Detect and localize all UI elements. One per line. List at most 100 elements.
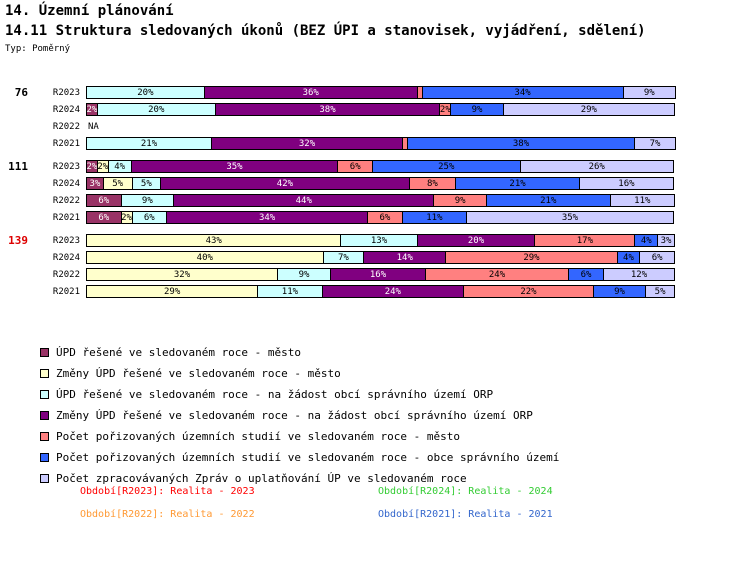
- bar-segment: 21%: [455, 177, 580, 190]
- bar-row: R2022 NA: [0, 120, 750, 133]
- legend-label: Počet pořizovaných územních studií ve sl…: [56, 430, 460, 443]
- stacked-bar: 6% 9% 44% 9% 21% 11%: [86, 194, 680, 207]
- bar-segment: 6%: [568, 268, 604, 281]
- bar-segment: 20%: [96, 103, 216, 116]
- legend-swatch: [40, 432, 49, 441]
- bar-segment: 4%: [107, 160, 132, 173]
- bar-group: 139 R2023 43% 13% 20% 17% 4% 3% R2024 40% 7% 14% 29%…: [0, 234, 750, 298]
- legend-label: Změny ÚPD řešené ve sledovaném roce - mě…: [56, 367, 341, 380]
- page-title: 14. Územní plánování: [5, 3, 174, 19]
- year-label: R2022: [52, 195, 80, 206]
- bar-row: 111 R2023 2% 2% 4% 35% 6% 25% 26%: [0, 160, 750, 173]
- stacked-bar: 32% 9% 16% 24% 6% 12%: [86, 268, 680, 281]
- group-count-label: 76: [14, 86, 28, 99]
- bar-row: R2022 6% 9% 44% 9% 21% 11%: [0, 194, 750, 207]
- bar-segment: 9%: [622, 86, 676, 99]
- bar-row: R2024 2% 20% 38% 2% 9% 29%: [0, 103, 750, 116]
- year-label: R2021: [52, 212, 80, 223]
- year-label: R2021: [52, 138, 80, 149]
- bar-segment: 16%: [578, 177, 674, 190]
- legend-item: Změny ÚPD řešené ve sledovaném roce - na…: [40, 405, 559, 426]
- bar-segment: 21%: [86, 137, 212, 150]
- bar-segment: 38%: [407, 137, 635, 150]
- year-label: R2023: [52, 235, 80, 246]
- bar-segment: 5%: [102, 177, 133, 190]
- bar-segment: 38%: [214, 103, 441, 116]
- bar-segment: 3%: [657, 234, 675, 247]
- stacked-bar: 3% 5% 5% 42% 8% 21% 16%: [86, 177, 680, 190]
- bar-segment: 21%: [485, 194, 611, 207]
- year-label: R2024: [52, 252, 80, 263]
- year-label: R2022: [52, 121, 80, 132]
- bar-segment: 43%: [86, 234, 342, 247]
- bar-row: R2021 6% 2% 6% 34% 6% 11% 35%: [0, 211, 750, 224]
- legend-item: ÚPD řešené ve sledovaném roce - na žádos…: [40, 384, 559, 405]
- bar-segment: 9%: [592, 285, 647, 298]
- period-row: Období[R2022]: Realita - 2022 Období[R202…: [0, 503, 750, 526]
- bar-segment: 4%: [616, 251, 641, 264]
- bar-segment: 34%: [421, 86, 624, 99]
- legend-label: ÚPD řešené ve sledovaném roce - město: [56, 346, 302, 359]
- bar-group: 76 R2023 20% 36% 34% 9% R2024 2% 20% 38% 2% 9% 29% R2…: [0, 86, 750, 150]
- stacked-bar: 2% 20% 38% 2% 9% 29%: [86, 103, 680, 116]
- bar-segment: 6%: [86, 211, 122, 224]
- bar-segment: 7%: [322, 251, 365, 264]
- period-legend: Období[R2023]: Realita - 2023 Období[R202…: [0, 480, 750, 526]
- legend-item: Počet pořizovaných územních studií ve sl…: [40, 447, 559, 468]
- stacked-bar-chart: 76 R2023 20% 36% 34% 9% R2024 2% 20% 38% 2% 9% 29% R2…: [0, 86, 750, 308]
- year-label: R2023: [52, 87, 80, 98]
- bar-segment: 24%: [425, 268, 569, 281]
- chart-type-label: Typ: Poměrný: [5, 44, 71, 54]
- bar-segment: 20%: [416, 234, 536, 247]
- bar-segment: 6%: [337, 160, 374, 173]
- bar-segment: 7%: [634, 137, 676, 150]
- bar-segment: 16%: [330, 268, 426, 281]
- year-label: R2022: [52, 269, 80, 280]
- bar-row: 76 R2023 20% 36% 34% 9%: [0, 86, 750, 99]
- bar-row: R2021 21% 32% 38% 7%: [0, 137, 750, 150]
- year-label: R2021: [52, 286, 80, 297]
- stacked-bar: 2% 2% 4% 35% 6% 25% 26%: [86, 160, 680, 173]
- bar-segment: 3%: [86, 177, 104, 190]
- page-subtitle: 14.11 Struktura sledovaných úkonů (BEZ Ú…: [5, 23, 646, 39]
- bar-segment: 9%: [120, 194, 175, 207]
- bar-segment: 20%: [86, 86, 205, 99]
- bar-row: R2024 3% 5% 5% 42% 8% 21% 16%: [0, 177, 750, 190]
- bar-segment: 11%: [401, 211, 468, 224]
- bar-segment: 5%: [645, 285, 675, 298]
- legend-label: ÚPD řešené ve sledovaném roce - na žádos…: [56, 388, 494, 401]
- legend-item: Počet pořizovaných územních studií ve sl…: [40, 426, 559, 447]
- bar-segment: 25%: [372, 160, 521, 173]
- bar-segment: 17%: [534, 234, 636, 247]
- period-label: Období[R2021]: Realita - 2021: [378, 509, 553, 520]
- bar-segment: 44%: [173, 194, 435, 207]
- bar-segment: 5%: [131, 177, 162, 190]
- bar-segment: 40%: [86, 251, 324, 264]
- legend-label: Počet pořizovaných územních studií ve sl…: [56, 451, 560, 464]
- year-label: R2023: [52, 161, 80, 172]
- period-label: Období[R2024]: Realita - 2024: [378, 486, 553, 497]
- stacked-bar: 21% 32% 38% 7%: [86, 137, 680, 150]
- bar-segment: 24%: [321, 285, 465, 298]
- bar-segment: 8%: [408, 177, 457, 190]
- bar-segment: 34%: [166, 211, 369, 224]
- legend-item: Počet zpracovávaných Zpráv o uplatňování…: [40, 468, 559, 489]
- bar-segment: 9%: [433, 194, 487, 207]
- year-label: R2024: [52, 178, 80, 189]
- bar-segment: 6%: [639, 251, 675, 264]
- bar-segment: 29%: [445, 251, 618, 264]
- bar-segment: 6%: [367, 211, 403, 224]
- bar-row: R2022 32% 9% 16% 24% 6% 12%: [0, 268, 750, 281]
- legend-swatch: [40, 411, 49, 420]
- legend-item: ÚPD řešené ve sledovaném roce - město: [40, 342, 559, 363]
- bar-segment: 9%: [450, 103, 504, 116]
- bar-segment: 4%: [634, 234, 659, 247]
- legend-swatch: [40, 390, 49, 399]
- stacked-bar: 6% 2% 6% 34% 6% 11% 35%: [86, 211, 680, 224]
- bar-segment: 32%: [211, 137, 403, 150]
- bar-segment: 6%: [86, 194, 122, 207]
- bar-segment: 11%: [257, 285, 323, 298]
- bar-row: R2024 40% 7% 14% 29% 4% 6%: [0, 251, 750, 264]
- bar-segment: 22%: [463, 285, 594, 298]
- na-label: NA: [88, 121, 99, 132]
